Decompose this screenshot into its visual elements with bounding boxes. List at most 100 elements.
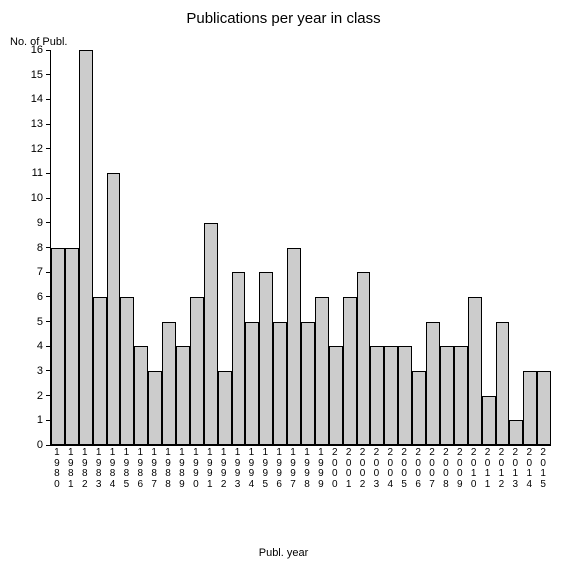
bar-slot <box>93 50 107 445</box>
bar <box>204 223 218 445</box>
x-tick-label: 2015 <box>536 448 550 490</box>
bar-slot <box>454 50 468 445</box>
y-tick-label: 9 <box>37 217 43 229</box>
bar <box>120 297 134 445</box>
y-tick <box>46 99 51 100</box>
y-tick-label: 5 <box>37 316 43 328</box>
x-tick-label: 1983 <box>92 448 106 490</box>
bar-slot <box>120 50 134 445</box>
y-tick-label: 1 <box>37 414 43 426</box>
bar-slot <box>496 50 510 445</box>
bar-slot <box>162 50 176 445</box>
bar-slot <box>426 50 440 445</box>
bar <box>426 322 440 445</box>
x-tick-label: 2011 <box>481 448 495 490</box>
y-tick-label: 3 <box>37 365 43 377</box>
x-tick-label: 2001 <box>342 448 356 490</box>
x-tick-label: 1986 <box>133 448 147 490</box>
bar <box>301 322 315 445</box>
y-tick <box>46 74 51 75</box>
bar-slot <box>287 50 301 445</box>
bar-slot <box>509 50 523 445</box>
x-tick-labels: 1980198119821983198419851986198719881989… <box>50 448 550 490</box>
bar-slot <box>107 50 121 445</box>
x-tick-label: 1989 <box>175 448 189 490</box>
x-tick-label: 1981 <box>64 448 78 490</box>
bar <box>412 371 426 445</box>
bar <box>107 173 121 445</box>
bar <box>509 420 523 445</box>
bar <box>273 322 287 445</box>
bar-slot <box>412 50 426 445</box>
bar <box>148 371 162 445</box>
bar-slot <box>537 50 551 445</box>
bar <box>93 297 107 445</box>
bar <box>370 346 384 445</box>
bar-slot <box>343 50 357 445</box>
x-tick-label: 2006 <box>411 448 425 490</box>
plot-area: 012345678910111213141516 <box>50 50 551 446</box>
bar <box>329 346 343 445</box>
bar-slot <box>176 50 190 445</box>
bar-slot <box>65 50 79 445</box>
y-tick-label: 16 <box>31 44 43 56</box>
y-tick <box>46 272 51 273</box>
bar <box>315 297 329 445</box>
bar <box>190 297 204 445</box>
bar <box>176 346 190 445</box>
y-tick <box>46 321 51 322</box>
y-tick-label: 13 <box>31 118 43 130</box>
bar-slot <box>148 50 162 445</box>
bar <box>440 346 454 445</box>
x-tick-label: 1991 <box>203 448 217 490</box>
bar-slot <box>134 50 148 445</box>
bar <box>65 248 79 446</box>
y-tick <box>46 247 51 248</box>
bar-slot <box>482 50 496 445</box>
y-tick <box>46 124 51 125</box>
bar <box>468 297 482 445</box>
x-tick-label: 1985 <box>119 448 133 490</box>
bar-slot <box>523 50 537 445</box>
bar-slot <box>79 50 93 445</box>
x-tick-label: 2004 <box>383 448 397 490</box>
bar <box>245 322 259 445</box>
x-tick-label: 2010 <box>467 448 481 490</box>
bar-slot <box>245 50 259 445</box>
x-tick-label: 1990 <box>189 448 203 490</box>
x-tick-label: 1982 <box>78 448 92 490</box>
bar-slot <box>357 50 371 445</box>
x-tick-label: 1984 <box>106 448 120 490</box>
x-tick-label: 1980 <box>50 448 64 490</box>
x-tick-label: 1994 <box>244 448 258 490</box>
y-tick-label: 8 <box>37 242 43 254</box>
bar-slot <box>370 50 384 445</box>
x-tick-label: 2007 <box>425 448 439 490</box>
bar-slot <box>51 50 65 445</box>
y-tick-label: 15 <box>31 69 43 81</box>
bars-group <box>51 50 551 445</box>
y-tick <box>46 198 51 199</box>
x-tick-label: 1997 <box>286 448 300 490</box>
x-tick-label: 1999 <box>314 448 328 490</box>
bar-slot <box>440 50 454 445</box>
bar <box>384 346 398 445</box>
x-tick-label: 2003 <box>369 448 383 490</box>
bar <box>482 396 496 445</box>
x-tick-label: 1995 <box>258 448 272 490</box>
y-tick-label: 0 <box>37 439 43 451</box>
bar-slot <box>384 50 398 445</box>
x-tick-label: 2008 <box>439 448 453 490</box>
x-tick-label: 2009 <box>453 448 467 490</box>
x-tick-label: 2002 <box>356 448 370 490</box>
bar <box>343 297 357 445</box>
bar-slot <box>315 50 329 445</box>
bar-slot <box>329 50 343 445</box>
bar-slot <box>273 50 287 445</box>
y-tick <box>46 222 51 223</box>
bar <box>51 248 65 446</box>
x-tick-label: 1996 <box>272 448 286 490</box>
y-tick <box>46 50 51 51</box>
x-tick-label: 2005 <box>397 448 411 490</box>
x-tick-label: 2012 <box>495 448 509 490</box>
